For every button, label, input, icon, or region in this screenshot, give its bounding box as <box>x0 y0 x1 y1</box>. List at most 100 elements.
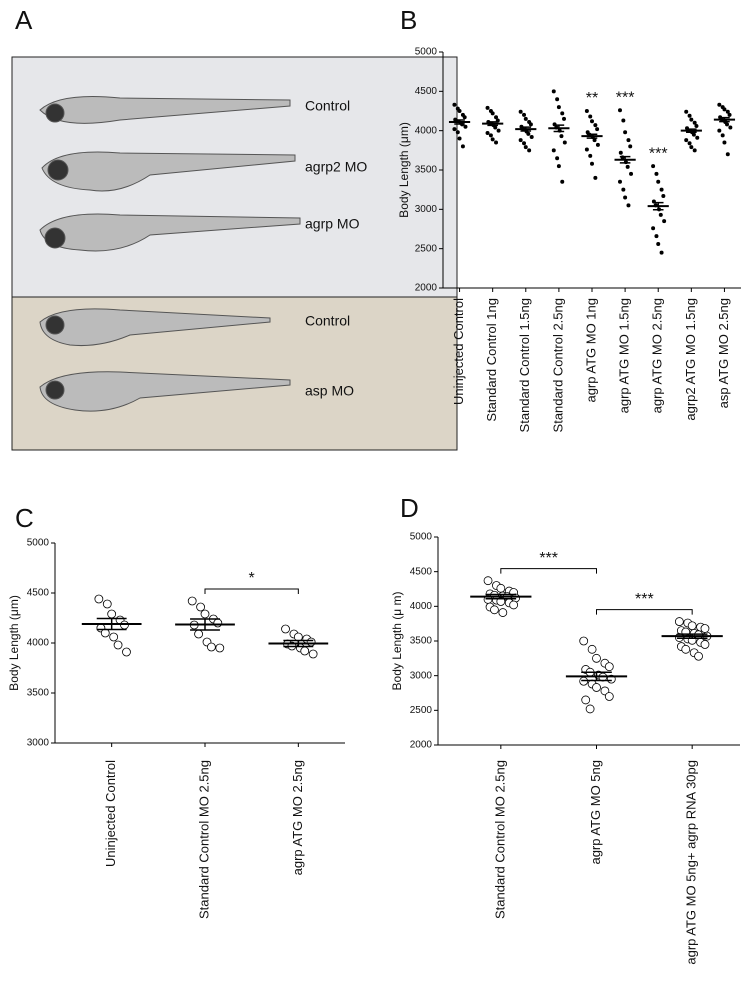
data-point <box>488 133 493 138</box>
y-tick-label: 4000 <box>410 601 433 612</box>
data-point <box>122 647 131 657</box>
data-point <box>604 662 614 672</box>
data-point <box>725 109 730 114</box>
y-tick-label: 4000 <box>27 638 50 649</box>
data-point <box>593 175 598 180</box>
fish-drawings <box>39 96 301 412</box>
data-point <box>651 164 656 169</box>
data-point <box>722 140 727 145</box>
data-point <box>556 164 561 169</box>
data-point <box>560 111 565 116</box>
data-point <box>462 115 467 120</box>
y-tick-label: 3500 <box>415 165 438 176</box>
data-point <box>651 226 656 231</box>
y-tick-label: 2000 <box>415 283 438 294</box>
data-point <box>727 112 732 117</box>
image-label: asp MO <box>305 383 354 399</box>
data-point <box>490 137 495 142</box>
data-point <box>592 138 597 143</box>
data-point <box>457 109 462 114</box>
y-tick-label: 3000 <box>415 204 438 215</box>
data-point <box>590 119 595 124</box>
data-point <box>674 617 684 626</box>
error-bar <box>553 124 565 133</box>
significance-label: *** <box>635 591 654 608</box>
data-point <box>551 89 556 94</box>
data-point <box>717 102 722 107</box>
data-point <box>689 117 694 122</box>
data-point <box>306 637 316 647</box>
data-point <box>196 602 206 612</box>
significance-label: *** <box>539 550 558 567</box>
data-point <box>623 195 628 200</box>
data-point <box>460 144 465 149</box>
error-bar <box>520 126 532 132</box>
data-point <box>695 135 700 140</box>
x-tick-label: Standard Control 1ng <box>484 298 499 422</box>
data-point <box>457 136 462 141</box>
data-point <box>626 138 631 143</box>
data-point <box>496 128 501 133</box>
y-axis-label: Body Length (μm) <box>7 595 21 691</box>
data-point <box>722 107 727 112</box>
data-point <box>523 145 528 150</box>
data-point <box>584 147 589 152</box>
data-point <box>585 704 595 714</box>
data-point <box>720 133 725 138</box>
data-point <box>684 109 689 114</box>
error-bar <box>719 116 730 123</box>
data-point <box>595 142 600 147</box>
error-bar <box>283 639 314 648</box>
data-point <box>455 130 460 135</box>
data-point <box>626 203 631 208</box>
image-label: agrp MO <box>305 216 360 232</box>
x-tick-label: agrp ATG MO 1ng <box>583 298 598 403</box>
y-axis-label: Body Length (μm) <box>397 122 411 218</box>
y-tick-label: 3000 <box>410 670 433 681</box>
data-point <box>490 605 499 615</box>
data-point <box>694 651 703 661</box>
y-axis-label: Body Length (μ m) <box>390 592 404 691</box>
y-tick-label: 4500 <box>415 86 438 97</box>
data-point <box>604 692 614 701</box>
data-point <box>498 608 508 617</box>
significance-bracket <box>596 609 693 615</box>
data-point <box>588 114 593 119</box>
data-point <box>213 618 223 628</box>
data-point <box>551 148 556 153</box>
y-tick-label: 4500 <box>410 566 433 577</box>
x-tick-label: Standard Control 2.5ng <box>550 298 565 432</box>
error-bar <box>96 617 127 631</box>
y-tick-label: 5000 <box>27 538 50 549</box>
error-bar <box>581 671 612 682</box>
data-point <box>654 171 659 176</box>
data-point <box>522 112 527 117</box>
data-point <box>687 113 692 118</box>
x-tick-label: Uninjected Control <box>103 760 118 867</box>
significance-label: ** <box>586 90 598 107</box>
image-panel <box>11 56 458 451</box>
data-point <box>618 150 623 155</box>
data-point <box>494 140 499 145</box>
data-point <box>692 120 697 125</box>
data-point <box>717 128 722 133</box>
x-tick-label: asp ATG MO 2.5ng <box>716 298 731 408</box>
data-point <box>621 187 626 192</box>
data-point <box>579 636 589 646</box>
data-point <box>661 193 666 198</box>
data-point <box>300 646 310 656</box>
panel-letter: A <box>15 5 33 35</box>
x-tick-label: agrp ATG MO 1.5ng <box>617 298 632 413</box>
data-point <box>483 576 493 586</box>
y-tick-label: 3000 <box>27 738 50 749</box>
y-tick-label: 4500 <box>27 588 50 599</box>
data-point <box>109 632 119 642</box>
data-point <box>687 141 692 146</box>
image-label: Control <box>305 313 350 329</box>
x-tick-label: agrp ATG MO 5ng <box>588 760 603 865</box>
data-point <box>621 118 626 123</box>
error-bar <box>485 593 517 600</box>
data-point <box>725 122 730 127</box>
y-tick-label: 2500 <box>415 243 438 254</box>
